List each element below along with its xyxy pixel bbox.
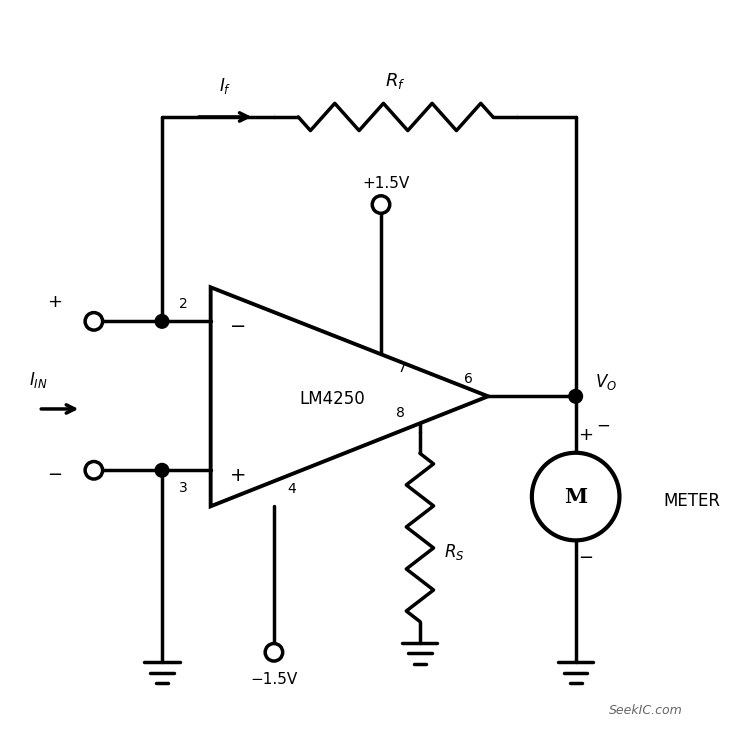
Circle shape	[155, 464, 169, 477]
Circle shape	[532, 453, 620, 540]
Text: $R_S$: $R_S$	[444, 542, 464, 562]
Text: 6: 6	[464, 372, 473, 386]
Text: 3: 3	[179, 481, 188, 495]
Circle shape	[569, 390, 583, 403]
Text: 7: 7	[398, 361, 407, 375]
Text: 4: 4	[287, 482, 296, 496]
Circle shape	[265, 643, 283, 661]
Text: +: +	[230, 466, 247, 485]
Text: +: +	[578, 426, 593, 444]
Circle shape	[155, 315, 169, 328]
Text: +1.5V: +1.5V	[362, 176, 410, 191]
Text: $I_f$: $I_f$	[219, 76, 231, 96]
Text: −: −	[578, 549, 593, 567]
Circle shape	[85, 312, 103, 330]
Text: +: +	[47, 293, 63, 311]
Text: $V_O$: $V_O$	[595, 372, 617, 392]
Text: −1.5V: −1.5V	[250, 672, 298, 687]
Text: LM4250: LM4250	[299, 390, 365, 408]
Text: $R_f$: $R_f$	[385, 71, 406, 91]
Text: 8: 8	[396, 406, 405, 420]
Text: 2: 2	[179, 297, 188, 311]
Circle shape	[372, 196, 390, 213]
Text: SeekIC.com: SeekIC.com	[609, 704, 683, 718]
Text: METER: METER	[664, 493, 721, 510]
Circle shape	[85, 462, 103, 479]
Text: M: M	[564, 487, 587, 507]
Text: $I_{IN}$: $I_{IN}$	[29, 370, 47, 390]
Text: −: −	[230, 317, 247, 335]
Text: −: −	[596, 416, 610, 435]
Text: −: −	[47, 466, 63, 484]
